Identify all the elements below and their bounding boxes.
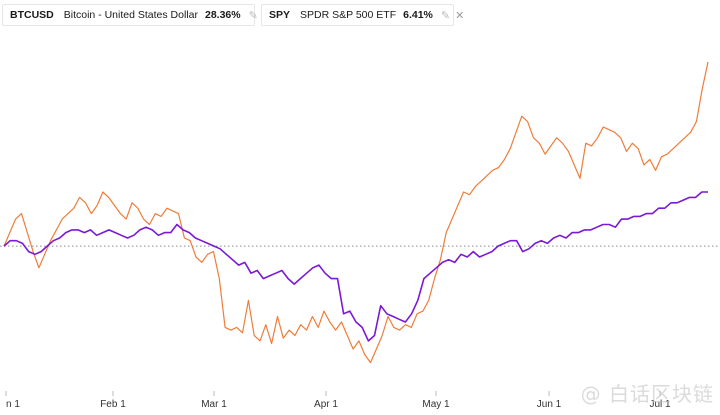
x-tick-label: Feb 1 xyxy=(100,399,126,410)
legend-bar: BTCUSD Bitcoin - United States Dollar 28… xyxy=(0,0,720,30)
x-tick-label: May 1 xyxy=(422,399,450,410)
legend-ticker: BTCUSD xyxy=(10,9,54,21)
x-axis: n 1 Feb 1 Mar 1 Apr 1 May 1 Jun 1 Jul 1 xyxy=(5,391,671,410)
legend-change: 28.36% xyxy=(204,9,241,21)
legend-name: Bitcoin - United States Dollar xyxy=(63,9,198,21)
legend-chip-btcusd[interactable]: BTCUSD Bitcoin - United States Dollar 28… xyxy=(2,4,272,26)
pin-icon[interactable]: ✎ xyxy=(440,9,451,22)
x-tick-label: Mar 1 xyxy=(201,399,227,410)
watermark: @ 白话区块链 xyxy=(580,382,714,406)
series-layer xyxy=(3,61,709,364)
legend-chip-spy[interactable]: SPY SPDR S&P 500 ETF 6.41% ✎ ✕ xyxy=(261,4,464,26)
x-tick-label: Apr 1 xyxy=(314,399,338,410)
x-tick-label: Jul 1 xyxy=(649,399,671,410)
legend-change: 6.41% xyxy=(403,9,433,21)
series-line-spy xyxy=(3,191,708,342)
legend-name: SPDR S&P 500 ETF xyxy=(300,9,397,21)
pin-icon[interactable]: ✎ xyxy=(248,9,258,22)
close-icon[interactable]: ✕ xyxy=(455,9,465,22)
line-chart: n 1 Feb 1 Mar 1 Apr 1 May 1 Jun 1 Jul 1 xyxy=(0,61,720,410)
series-line-btcusd xyxy=(3,61,709,364)
x-tick-label: Jun 1 xyxy=(537,399,562,410)
x-tick-label: n 1 xyxy=(6,399,20,410)
legend-ticker: SPY xyxy=(269,9,291,21)
